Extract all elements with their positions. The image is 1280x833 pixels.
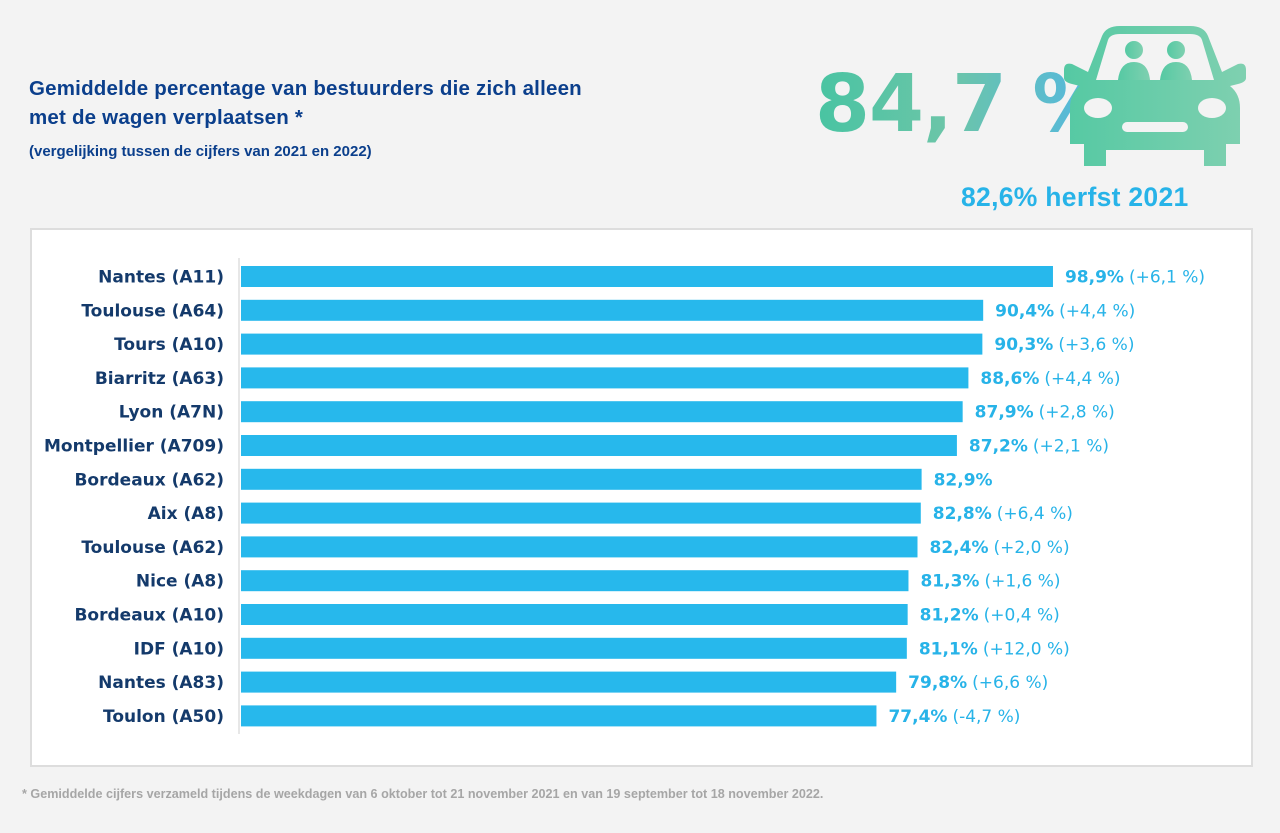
change-text: (+6,1 %) xyxy=(1129,268,1205,288)
change-text: (+3,6 %) xyxy=(1058,335,1134,355)
value-label: 77,4% (-4,7 %) xyxy=(888,707,1020,727)
bar xyxy=(241,604,908,625)
value-text: 82,4% xyxy=(930,538,989,558)
value-text: 81,3% xyxy=(920,572,979,592)
category-label: Bordeaux (A10) xyxy=(74,606,224,626)
category-label: Toulon (A50) xyxy=(103,707,224,727)
value-text: 79,8% xyxy=(908,673,967,693)
bar xyxy=(241,671,897,693)
value-label: 82,8% (+6,4 %) xyxy=(933,504,1073,524)
value-text: 82,9% xyxy=(934,470,993,490)
bar xyxy=(241,401,963,423)
category-label: IDF (A10) xyxy=(134,639,224,659)
change-text: (+2,0 %) xyxy=(993,538,1069,558)
category-label: Aix (A8) xyxy=(148,504,224,524)
value-label: 82,9% xyxy=(934,470,993,490)
bar xyxy=(241,637,907,659)
change-text: (-4,7 %) xyxy=(952,707,1020,727)
bar xyxy=(241,266,1053,287)
value-text: 90,4% xyxy=(995,301,1054,321)
change-text: (+12,0 %) xyxy=(983,639,1070,659)
change-text: (+6,4 %) xyxy=(997,504,1073,524)
bar xyxy=(241,435,957,456)
bar xyxy=(241,536,918,558)
change-text: (+6,6 %) xyxy=(972,673,1048,693)
title-line-2: met de wagen verplaatsen * xyxy=(29,106,304,129)
chart-title: Gemiddelde percentage van bestuurders di… xyxy=(29,74,729,132)
value-label: 87,2% (+2,1 %) xyxy=(969,437,1109,457)
car-with-passengers-icon xyxy=(1064,26,1246,166)
footnote: * Gemiddelde cijfers verzameld tijdens d… xyxy=(22,787,824,801)
category-label: Bordeaux (A62) xyxy=(74,470,224,490)
category-label: Biarritz (A63) xyxy=(95,369,224,389)
value-label: 81,2% (+0,4 %) xyxy=(920,606,1060,626)
category-label: Tours (A10) xyxy=(114,335,224,355)
value-text: 88,6% xyxy=(980,369,1039,389)
change-text: (+0,4 %) xyxy=(984,606,1060,626)
change-text: (+4,4 %) xyxy=(1044,369,1120,389)
value-label: 87,9% (+2,8 %) xyxy=(975,403,1115,423)
value-text: 87,2% xyxy=(969,437,1028,457)
bar xyxy=(241,705,877,727)
value-label: 98,9% (+6,1 %) xyxy=(1065,268,1205,288)
value-text: 87,9% xyxy=(975,403,1034,423)
value-text: 81,2% xyxy=(920,606,979,626)
category-label: Montpellier (A709) xyxy=(44,437,224,457)
value-label: 81,1% (+12,0 %) xyxy=(919,639,1070,659)
value-text: 90,3% xyxy=(994,335,1053,355)
category-label: Toulouse (A62) xyxy=(81,538,224,558)
value-text: 81,1% xyxy=(919,639,978,659)
bar xyxy=(241,502,921,524)
bar xyxy=(241,570,909,592)
change-text: (+2,1 %) xyxy=(1033,437,1109,457)
value-label: 90,4% (+4,4 %) xyxy=(995,301,1135,321)
value-label: 81,3% (+1,6 %) xyxy=(920,572,1060,592)
category-label: Nice (A8) xyxy=(136,572,224,592)
value-label: 88,6% (+4,4 %) xyxy=(980,369,1120,389)
category-label: Lyon (A7N) xyxy=(119,403,224,423)
value-text: 82,8% xyxy=(933,504,992,524)
category-label: Toulouse (A64) xyxy=(81,301,224,321)
change-text: (+2,8 %) xyxy=(1039,403,1115,423)
bar xyxy=(241,468,922,490)
value-text: 77,4% xyxy=(888,707,947,727)
category-label: Nantes (A83) xyxy=(98,673,224,693)
chart-subtitle: (vergelijking tussen de cijfers van 2021… xyxy=(29,143,372,160)
title-line-1: Gemiddelde percentage van bestuurders di… xyxy=(29,77,582,100)
value-label: 90,3% (+3,6 %) xyxy=(994,335,1134,355)
category-label: Nantes (A11) xyxy=(98,268,224,288)
bar xyxy=(241,299,984,321)
big-stat-2022: 84,7 % xyxy=(815,58,1112,150)
change-text: (+4,4 %) xyxy=(1059,301,1135,321)
value-text: 98,9% xyxy=(1065,268,1124,288)
change-text: (+1,6 %) xyxy=(984,572,1060,592)
previous-stat-2021: 82,6% herfst 2021 xyxy=(961,182,1189,212)
value-label: 82,4% (+2,0 %) xyxy=(930,538,1070,558)
bar xyxy=(241,367,969,389)
bar xyxy=(241,333,983,355)
value-label: 79,8% (+6,6 %) xyxy=(908,673,1048,693)
